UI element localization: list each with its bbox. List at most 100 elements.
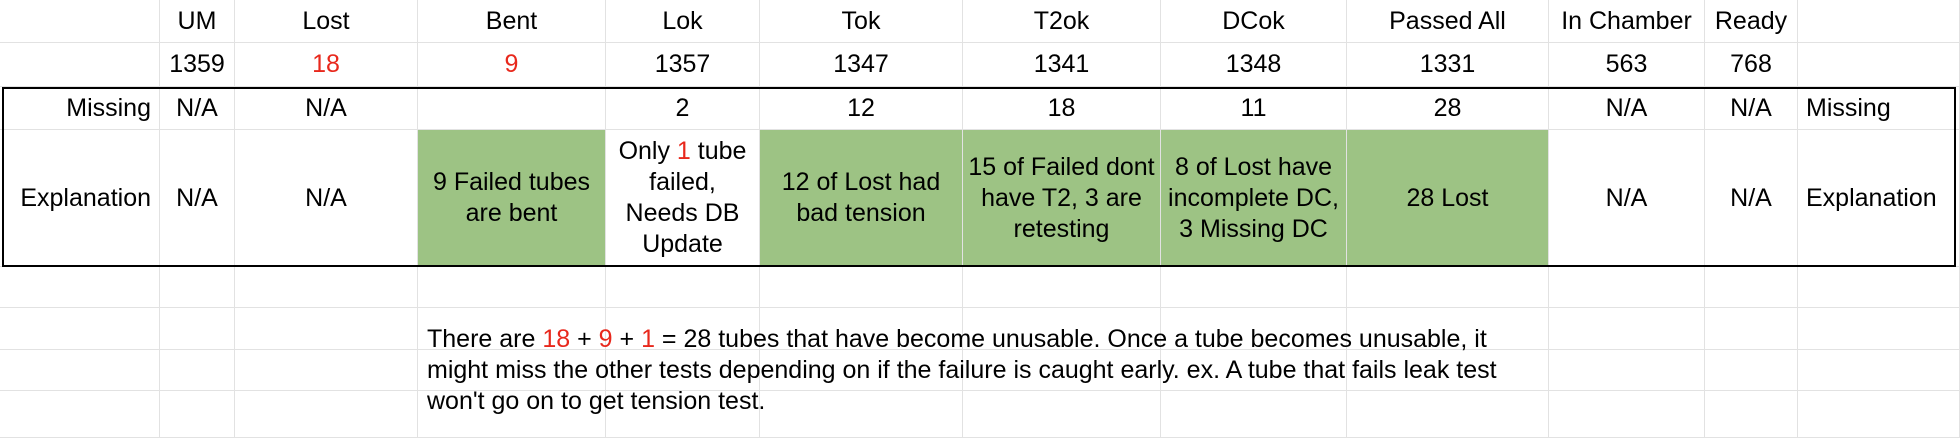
count-cell-um[interactable]: 1359 <box>160 43 235 87</box>
count-cell-in-chamber[interactable]: 563 <box>1549 43 1705 87</box>
grid-cell[interactable] <box>160 350 235 391</box>
grid-cell[interactable] <box>1347 350 1549 391</box>
grid-cell[interactable] <box>963 308 1161 350</box>
lok-failed-count: 1 <box>676 137 691 165</box>
count-cell-passed-all[interactable]: 1331 <box>1347 43 1549 87</box>
explanation-cell-lost[interactable]: N/A <box>235 130 418 267</box>
header-cell-lost[interactable]: Lost <box>235 0 418 43</box>
count-cell-tok[interactable]: 1347 <box>760 43 963 87</box>
count-cell-lost[interactable]: 18 <box>235 43 418 87</box>
note-bent-count: 9 <box>598 325 613 353</box>
grid-cell[interactable] <box>1161 267 1347 308</box>
missing-cell-passed-all[interactable]: 28 <box>1347 87 1549 130</box>
header-cell-in-chamber[interactable]: In Chamber <box>1549 0 1705 43</box>
grid-cell[interactable] <box>1347 267 1549 308</box>
explanation-cell-um[interactable]: N/A <box>160 130 235 267</box>
missing-cell-row-header[interactable]: Missing <box>0 87 160 130</box>
grid-cell[interactable] <box>1705 391 1798 438</box>
grid-cell[interactable] <box>1549 391 1705 438</box>
header-cell-um[interactable]: UM <box>160 0 235 43</box>
missing-cell-um[interactable]: N/A <box>160 87 235 130</box>
count-cell-t2ok[interactable]: 1341 <box>963 43 1161 87</box>
grid-cell[interactable] <box>0 391 160 438</box>
grid-cell[interactable] <box>760 308 963 350</box>
note-text: = 28 tubes that have become unusable. On… <box>427 325 1497 415</box>
note-lost-count: 18 <box>542 325 571 353</box>
header-cell-ready[interactable]: Ready <box>1705 0 1798 43</box>
header-cell-t2ok[interactable]: T2ok <box>963 0 1161 43</box>
grid-cell[interactable] <box>160 267 235 308</box>
missing-cell-bent[interactable] <box>418 87 606 130</box>
grid-cell[interactable] <box>1705 267 1798 308</box>
grid-cell[interactable] <box>235 350 418 391</box>
explanation-cell-in-chamber[interactable]: N/A <box>1549 130 1705 267</box>
grid-cell[interactable] <box>760 350 963 391</box>
grid-cell[interactable] <box>1798 391 1960 438</box>
count-cell-lok[interactable]: 1357 <box>606 43 760 87</box>
grid-cell[interactable] <box>1798 350 1960 391</box>
missing-cell-tok[interactable]: 12 <box>760 87 963 130</box>
note-text: + <box>570 325 599 353</box>
explanation-cell-t2ok[interactable]: 15 of Failed dont have T2, 3 are retesti… <box>963 130 1161 267</box>
count-cell-trailing[interactable] <box>1798 43 1960 87</box>
explanation-cell-passed-all[interactable]: 28 Lost <box>1347 130 1549 267</box>
grid-cell[interactable] <box>1347 308 1549 350</box>
explanation-cell-trailing[interactable]: Explanation <box>1798 130 1960 267</box>
grid-cell[interactable] <box>0 267 160 308</box>
grid-cell[interactable] <box>963 350 1161 391</box>
header-cell-dcok[interactable]: DCok <box>1161 0 1347 43</box>
count-cell-ready[interactable]: 768 <box>1705 43 1798 87</box>
grid-cell[interactable] <box>1798 308 1960 350</box>
missing-cell-ready[interactable]: N/A <box>1705 87 1798 130</box>
explanation-cell-bent[interactable]: 9 Failed tubes are bent <box>418 130 606 267</box>
note-text: There are <box>427 325 543 353</box>
grid-cell[interactable] <box>1798 267 1960 308</box>
grid-cell[interactable] <box>418 350 606 391</box>
explanation-cell-lok[interactable]: Only 1 tube failed, Needs DB Update <box>606 130 760 267</box>
grid-cell[interactable] <box>235 267 418 308</box>
grid-cell[interactable] <box>1549 350 1705 391</box>
grid-cell[interactable] <box>1549 308 1705 350</box>
header-cell-row-header[interactable] <box>0 0 160 43</box>
count-cell-bent[interactable]: 9 <box>418 43 606 87</box>
grid-cell[interactable] <box>235 308 418 350</box>
missing-cell-t2ok[interactable]: 18 <box>963 87 1161 130</box>
lok-explanation-prefix: Only <box>618 137 677 165</box>
missing-cell-dcok[interactable]: 11 <box>1161 87 1347 130</box>
explanation-cell-ready[interactable]: N/A <box>1705 130 1798 267</box>
missing-cell-in-chamber[interactable]: N/A <box>1549 87 1705 130</box>
grid-cell[interactable] <box>963 267 1161 308</box>
header-cell-tok[interactable]: Tok <box>760 0 963 43</box>
grid-cell[interactable] <box>160 308 235 350</box>
grid-cell[interactable] <box>606 350 760 391</box>
header-cell-lok[interactable]: Lok <box>606 0 760 43</box>
grid-cell[interactable] <box>418 308 606 350</box>
grid-cell[interactable] <box>760 267 963 308</box>
summary-note[interactable]: There are 18 + 9 + 1 = 28 tubes that hav… <box>427 324 1547 417</box>
missing-cell-lok[interactable]: 2 <box>606 87 760 130</box>
grid-cell[interactable] <box>0 350 160 391</box>
grid-cell[interactable] <box>606 267 760 308</box>
missing-cell-trailing[interactable]: Missing <box>1798 87 1960 130</box>
grid-cell[interactable] <box>418 267 606 308</box>
grid-cell[interactable] <box>1161 308 1347 350</box>
header-cell-bent[interactable]: Bent <box>418 0 606 43</box>
explanation-cell-tok[interactable]: 12 of Lost had bad tension <box>760 130 963 267</box>
grid-cell[interactable] <box>235 391 418 438</box>
count-cell-dcok[interactable]: 1348 <box>1161 43 1347 87</box>
grid-cell[interactable] <box>606 308 760 350</box>
missing-cell-lost[interactable]: N/A <box>235 87 418 130</box>
grid-cell[interactable] <box>1705 350 1798 391</box>
grid-cell[interactable] <box>1549 267 1705 308</box>
header-cell-passed-all[interactable]: Passed All <box>1347 0 1549 43</box>
explanation-cell-row-header[interactable]: Explanation <box>0 130 160 267</box>
grid-cell[interactable] <box>1161 350 1347 391</box>
header-cell-trailing[interactable] <box>1798 0 1960 43</box>
explanation-cell-dcok[interactable]: 8 of Lost have incomplete DC, 3 Missing … <box>1161 130 1347 267</box>
lok-explanation-text: Only 1 tube failed, Needs DB Update <box>610 136 755 260</box>
count-cell-row-header[interactable] <box>0 43 160 87</box>
grid-cell[interactable] <box>0 308 160 350</box>
grid-cell[interactable] <box>160 391 235 438</box>
grid-cell[interactable] <box>1705 308 1798 350</box>
